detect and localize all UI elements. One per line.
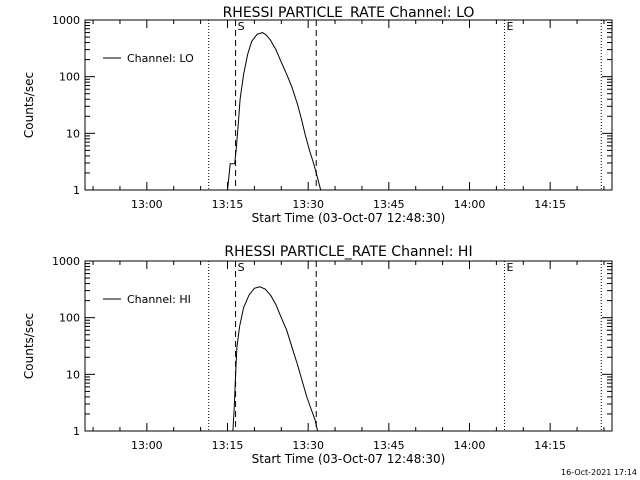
x-tick-label: 13:15 <box>212 198 244 211</box>
chart-panel-hi: RHESSI PARTICLE_RATE Channel: HI 1 10 100 10… <box>22 244 613 466</box>
chart-title: RHESSI PARTICLE_RATE Channel: HI <box>224 244 472 260</box>
chart-title: RHESSI PARTICLE_RATE Channel: LO <box>223 5 475 21</box>
x-tick-label: 14:15 <box>534 439 566 452</box>
marker-label-s: S <box>238 20 245 33</box>
chart-panel-lo: RHESSI PARTICLE_RATE Channel: LO 1 10 100 10… <box>22 5 613 225</box>
y-tick-label: 1 <box>73 425 80 438</box>
x-axis-label: Start Time (03-Oct-07 12:48:30) <box>252 452 446 466</box>
x-axis-label: Start Time (03-Oct-07 12:48:30) <box>252 211 446 225</box>
marker-label-e: E <box>506 20 513 33</box>
y-tick-label: 10 <box>66 368 80 381</box>
series-line <box>232 286 319 432</box>
plot-frame <box>84 19 613 191</box>
x-tick-label: 13:15 <box>212 439 244 452</box>
x-tick-label: 13:30 <box>292 439 324 452</box>
x-tick-label: 13:00 <box>131 439 163 452</box>
y-tick-label: 1000 <box>52 255 80 268</box>
series-line <box>227 32 322 191</box>
marker-label-s: S <box>238 261 245 274</box>
x-tick-label: 14:00 <box>454 439 486 452</box>
y-tick-label: 10 <box>66 127 80 140</box>
x-tick-label: 13:45 <box>373 439 405 452</box>
y-axis-label: Counts/sec <box>22 72 36 138</box>
marker-label-e: E <box>506 261 513 274</box>
x-tick-label: 14:00 <box>454 198 486 211</box>
x-tick-label: 13:30 <box>292 198 324 211</box>
x-tick-label: 13:00 <box>131 198 163 211</box>
plot-frame <box>84 260 613 432</box>
footer-timestamp: 16-Oct-2021 17:14 <box>561 468 637 477</box>
legend-label: Channel: LO <box>127 52 194 65</box>
x-tick-label: 14:15 <box>534 198 566 211</box>
y-tick-label: 100 <box>59 312 80 325</box>
x-tick-label: 13:45 <box>373 198 405 211</box>
legend-label: Channel: HI <box>127 293 191 306</box>
y-tick-label: 1000 <box>52 14 80 27</box>
y-axis-label: Counts/sec <box>22 313 36 379</box>
y-tick-label: 1 <box>73 184 80 197</box>
y-tick-label: 100 <box>59 71 80 84</box>
